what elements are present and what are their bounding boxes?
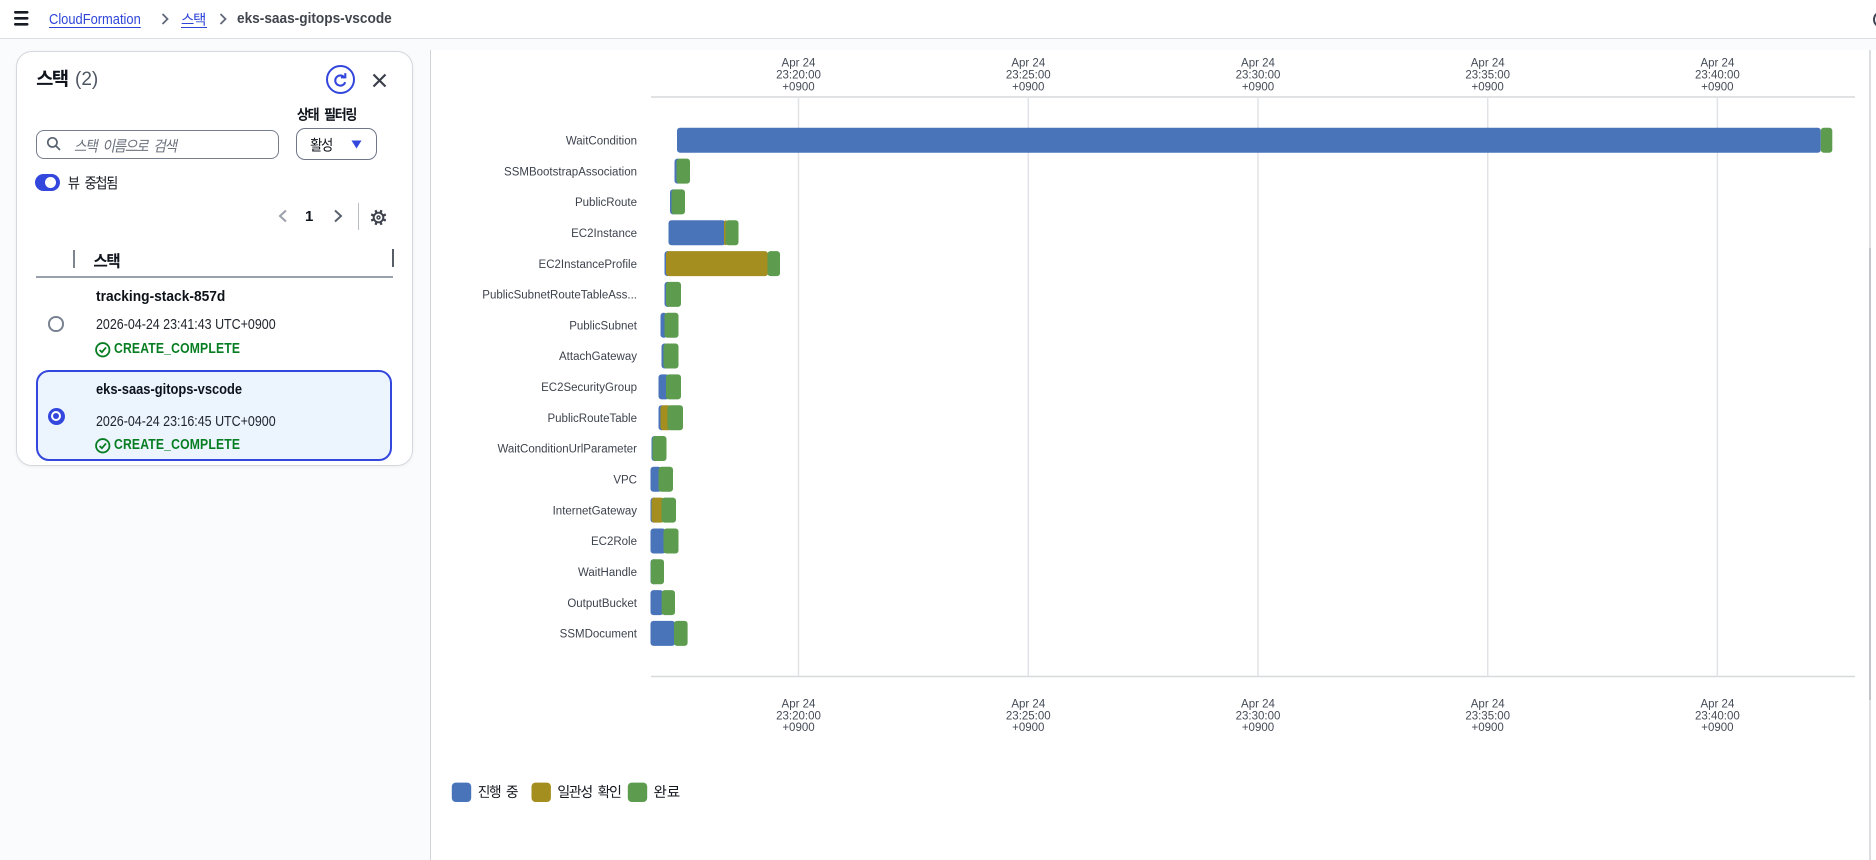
svg-text:23:30:00: 23:30:00: [1236, 710, 1281, 722]
svg-text:PublicSubnet: PublicSubnet: [569, 320, 638, 332]
svg-text:+0900: +0900: [1242, 722, 1274, 734]
svg-text:+0900: +0900: [782, 722, 814, 734]
svg-text:WaitConditionUrlParameter: WaitConditionUrlParameter: [497, 444, 637, 456]
svg-text:23:20:00: 23:20:00: [776, 710, 821, 722]
svg-text:+0900: +0900: [1012, 81, 1044, 93]
svg-text:EC2Role: EC2Role: [591, 536, 637, 548]
svg-text:PublicRoute: PublicRoute: [575, 197, 637, 209]
svg-text:23:35:00: 23:35:00: [1465, 70, 1510, 82]
svg-text:23:30:00: 23:30:00: [1236, 70, 1281, 82]
svg-text:Apr 24: Apr 24: [1700, 58, 1734, 70]
svg-text:OutputBucket: OutputBucket: [567, 598, 637, 610]
svg-text:+0900: +0900: [1242, 81, 1274, 93]
svg-text:23:40:00: 23:40:00: [1695, 70, 1740, 82]
svg-text:Apr 24: Apr 24: [1241, 699, 1275, 711]
svg-text:Apr 24: Apr 24: [782, 699, 816, 711]
svg-text:+0900: +0900: [1472, 722, 1504, 734]
svg-text:+0900: +0900: [1012, 722, 1044, 734]
svg-text:23:40:00: 23:40:00: [1695, 710, 1740, 722]
svg-text:Apr 24: Apr 24: [1011, 699, 1045, 711]
svg-text:AttachGateway: AttachGateway: [559, 351, 637, 363]
svg-text:SSMBootstrapAssociation: SSMBootstrapAssociation: [504, 166, 637, 178]
svg-text:VPC: VPC: [613, 475, 637, 487]
svg-text:WaitHandle: WaitHandle: [578, 567, 637, 579]
svg-text:23:25:00: 23:25:00: [1006, 710, 1051, 722]
svg-text:PublicSubnetRouteTableAss...: PublicSubnetRouteTableAss...: [482, 290, 637, 302]
svg-text:Apr 24: Apr 24: [1471, 699, 1505, 711]
svg-text:SSMDocument: SSMDocument: [560, 629, 638, 641]
svg-text:InternetGateway: InternetGateway: [553, 505, 638, 517]
svg-text:Apr 24: Apr 24: [1471, 58, 1505, 70]
svg-text:+0900: +0900: [782, 81, 814, 93]
svg-text:EC2InstanceProfile: EC2InstanceProfile: [539, 259, 637, 271]
svg-text:Apr 24: Apr 24: [782, 58, 816, 70]
svg-text:Apr 24: Apr 24: [1700, 699, 1734, 711]
svg-text:+0900: +0900: [1701, 81, 1733, 93]
svg-text:23:25:00: 23:25:00: [1006, 70, 1051, 82]
svg-text:Apr 24: Apr 24: [1241, 58, 1275, 70]
svg-text:23:20:00: 23:20:00: [776, 70, 821, 82]
svg-text:23:35:00: 23:35:00: [1465, 710, 1510, 722]
svg-text:PublicRouteTable: PublicRouteTable: [547, 413, 637, 425]
svg-text:EC2Instance: EC2Instance: [571, 228, 637, 240]
svg-text:WaitCondition: WaitCondition: [566, 136, 637, 148]
svg-text:EC2SecurityGroup: EC2SecurityGroup: [541, 382, 637, 394]
svg-text:+0900: +0900: [1472, 81, 1504, 93]
svg-text:Apr 24: Apr 24: [1011, 58, 1045, 70]
svg-text:+0900: +0900: [1701, 722, 1733, 734]
